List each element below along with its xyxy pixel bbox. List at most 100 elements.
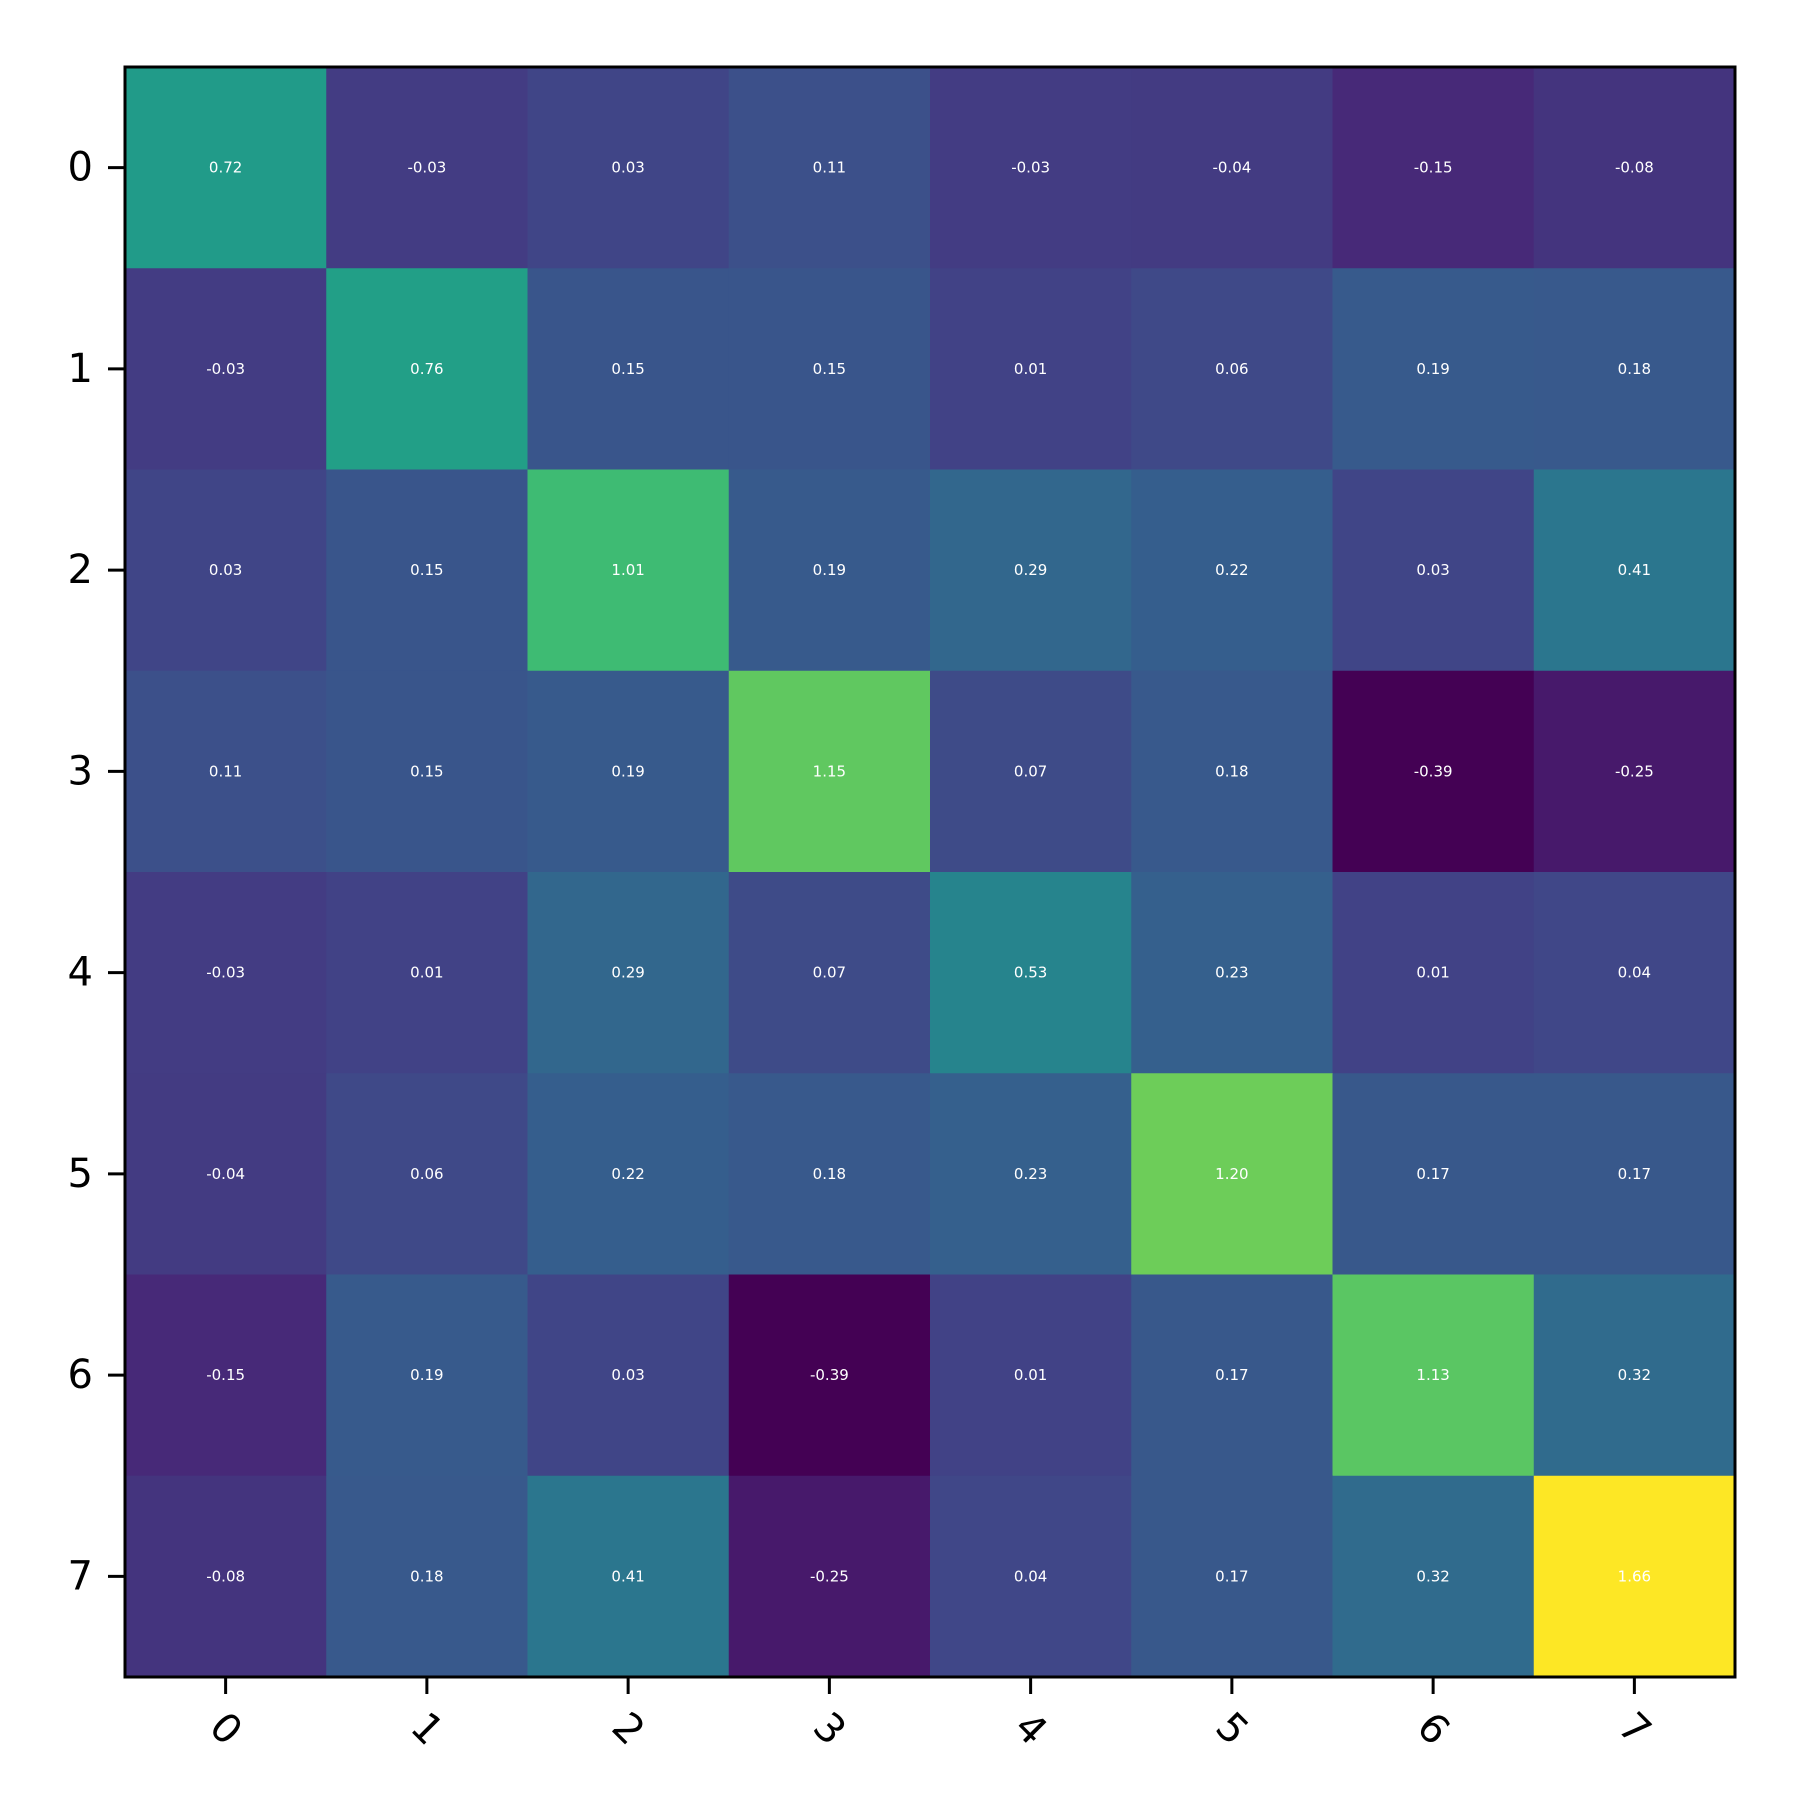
heatmap-cell-r3-c4 bbox=[930, 670, 1132, 873]
heatmap-cell-r6-c5 bbox=[1131, 1274, 1333, 1477]
cell-value-label-r0-c4: -0.03 bbox=[1011, 159, 1050, 177]
heatmap-cell-r5-c6 bbox=[1332, 1073, 1535, 1275]
cell-value-label-r0-c5: -0.04 bbox=[1212, 159, 1251, 177]
heatmap-cell-r1-c5 bbox=[1131, 268, 1333, 470]
cell-value-label-r2-c3: 0.19 bbox=[813, 561, 846, 579]
cell-value-label-r3-c0: 0.11 bbox=[209, 762, 242, 780]
y-tick-label-2: 2 bbox=[68, 547, 93, 593]
cell-value-label-r3-c2: 0.19 bbox=[611, 762, 644, 780]
heatmap-cell-r1-c7 bbox=[1533, 268, 1736, 470]
heatmap-cell-r4-c1 bbox=[326, 872, 528, 1074]
y-tick-label-6: 6 bbox=[68, 1352, 93, 1398]
heatmap-cell-r1-c2 bbox=[527, 268, 730, 470]
heatmap-cell-r3-c5 bbox=[1131, 670, 1333, 873]
cell-value-label-r5-c5: 1.20 bbox=[1215, 1165, 1248, 1183]
cell-value-label-r1-c0: -0.03 bbox=[206, 360, 245, 378]
cell-value-label-r1-c4: 0.01 bbox=[1014, 360, 1047, 378]
heatmap-cell-r1-c3 bbox=[728, 268, 931, 470]
heatmap-cell-r2-c0 bbox=[125, 469, 327, 672]
heatmap-cell-r6-c0 bbox=[125, 1274, 327, 1477]
heatmap-cell-r2-c4 bbox=[930, 469, 1132, 672]
cell-value-label-r5-c7: 0.17 bbox=[1618, 1165, 1651, 1183]
y-tick-label-3: 3 bbox=[68, 748, 93, 794]
cell-value-label-r7-c3: -0.25 bbox=[810, 1567, 849, 1585]
cell-value-label-r0-c3: 0.11 bbox=[813, 159, 846, 177]
heatmap-cell-r5-c1 bbox=[326, 1073, 528, 1275]
heatmap-cell-r4-c0 bbox=[125, 872, 327, 1074]
plot-frame bbox=[123, 65, 1737, 1679]
cell-value-label-r7-c1: 0.18 bbox=[410, 1567, 443, 1585]
heatmap-cell-r0-c3 bbox=[728, 67, 931, 269]
heatmap-cell-r6-c7 bbox=[1533, 1274, 1736, 1477]
heatmap-cell-r3-c6 bbox=[1332, 670, 1535, 873]
cell-value-label-r6-c5: 0.17 bbox=[1215, 1366, 1248, 1384]
cell-value-label-r4-c7: 0.04 bbox=[1618, 964, 1651, 982]
cell-value-label-r1-c2: 0.15 bbox=[611, 360, 644, 378]
cell-value-label-r5-c3: 0.18 bbox=[813, 1165, 846, 1183]
heatmap-cell-r4-c4 bbox=[930, 872, 1132, 1074]
cell-value-label-r4-c3: 0.07 bbox=[813, 964, 846, 982]
heatmap-cell-r7-c0 bbox=[125, 1475, 327, 1678]
cell-value-label-r7-c0: -0.08 bbox=[206, 1567, 245, 1585]
heatmap-cell-r0-c0 bbox=[125, 67, 327, 269]
y-tick-label-5: 5 bbox=[68, 1151, 93, 1197]
cell-value-label-r5-c4: 0.23 bbox=[1014, 1165, 1047, 1183]
heatmap-cell-r1-c4 bbox=[930, 268, 1132, 470]
heatmap-cell-r2-c2 bbox=[527, 469, 730, 672]
cell-value-label-r6-c3: -0.39 bbox=[810, 1366, 849, 1384]
heatmap-cell-r6-c3 bbox=[728, 1274, 931, 1477]
cell-value-label-r4-c0: -0.03 bbox=[206, 964, 245, 982]
cell-value-label-r2-c2: 1.01 bbox=[611, 561, 644, 579]
cell-value-label-r7-c4: 0.04 bbox=[1014, 1567, 1047, 1585]
cell-value-label-r5-c1: 0.06 bbox=[410, 1165, 443, 1183]
heatmap-cells bbox=[125, 67, 1736, 1678]
heatmap-cell-r7-c2 bbox=[527, 1475, 730, 1678]
cell-value-label-r1-c3: 0.15 bbox=[813, 360, 846, 378]
cell-value-label-r1-c1: 0.76 bbox=[410, 360, 443, 378]
cell-value-label-r1-c5: 0.06 bbox=[1215, 360, 1248, 378]
cell-value-label-r4-c5: 0.23 bbox=[1215, 964, 1248, 982]
cell-value-label-r3-c4: 0.07 bbox=[1014, 762, 1047, 780]
heatmap-cell-r3-c7 bbox=[1533, 670, 1736, 873]
y-axis: 0 1 2 3 4 5 6 7 bbox=[68, 145, 125, 1599]
heatmap-cell-r7-c5 bbox=[1131, 1475, 1333, 1678]
cell-value-label-r2-c4: 0.29 bbox=[1014, 561, 1047, 579]
cell-value-label-r6-c7: 0.32 bbox=[1618, 1366, 1651, 1384]
x-tick-label-4: 4 bbox=[1005, 1704, 1056, 1755]
cell-value-label-r3-c1: 0.15 bbox=[410, 762, 443, 780]
cell-value-label-r0-c7: -0.08 bbox=[1615, 159, 1654, 177]
cell-value-label-r7-c7: 1.66 bbox=[1618, 1567, 1651, 1585]
cell-value-label-r0-c2: 0.03 bbox=[611, 159, 644, 177]
heatmap-cell-r5-c7 bbox=[1533, 1073, 1736, 1275]
heatmap-cell-r6-c2 bbox=[527, 1274, 730, 1477]
heatmap-cell-r1-c6 bbox=[1332, 268, 1535, 470]
heatmap-cell-r7-c7 bbox=[1533, 1475, 1736, 1678]
x-tick-label-6: 6 bbox=[1408, 1704, 1459, 1755]
cell-value-label-r3-c3: 1.15 bbox=[813, 762, 846, 780]
cell-value-label-r2-c6: 0.03 bbox=[1416, 561, 1449, 579]
heatmap-cell-r5-c5 bbox=[1131, 1073, 1333, 1275]
cell-value-label-r5-c2: 0.22 bbox=[611, 1165, 644, 1183]
heatmap-cell-r3-c1 bbox=[326, 670, 528, 873]
cell-value-label-r4-c2: 0.29 bbox=[611, 964, 644, 982]
heatmap-cell-r4-c6 bbox=[1332, 872, 1535, 1074]
x-tick-label-3: 3 bbox=[804, 1704, 855, 1755]
cell-value-label-r3-c7: -0.25 bbox=[1615, 762, 1654, 780]
heatmap-cell-r0-c7 bbox=[1533, 67, 1736, 269]
heatmap-cell-r5-c2 bbox=[527, 1073, 730, 1275]
cell-value-label-r7-c2: 0.41 bbox=[611, 1567, 644, 1585]
cell-value-label-r4-c4: 0.53 bbox=[1014, 964, 1047, 982]
cell-value-label-r7-c5: 0.17 bbox=[1215, 1567, 1248, 1585]
y-tick-label-0: 0 bbox=[68, 145, 93, 191]
x-axis: 0 1 2 3 4 5 6 7 bbox=[200, 1677, 1660, 1755]
y-tick-label-1: 1 bbox=[68, 346, 93, 392]
heatmap-cell-r6-c6 bbox=[1332, 1274, 1535, 1477]
cell-value-label-r5-c0: -0.04 bbox=[206, 1165, 245, 1183]
heatmap-cell-r7-c4 bbox=[930, 1475, 1132, 1678]
heatmap-cell-r3-c0 bbox=[125, 670, 327, 873]
cell-value-label-r2-c5: 0.22 bbox=[1215, 561, 1248, 579]
y-tick-label-7: 7 bbox=[68, 1553, 93, 1599]
cell-value-label-r0-c0: 0.72 bbox=[209, 159, 242, 177]
heatmap-cell-r0-c4 bbox=[930, 67, 1132, 269]
